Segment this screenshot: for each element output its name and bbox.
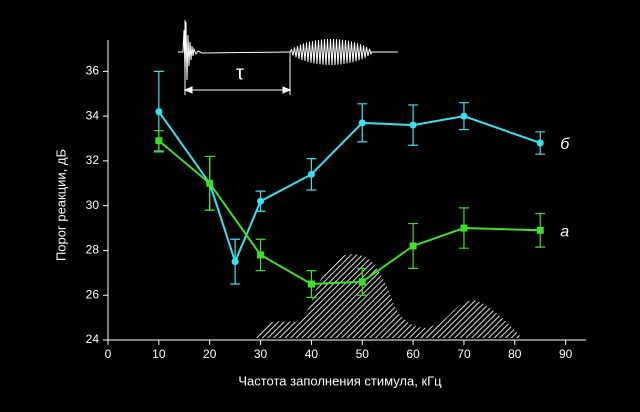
y-axis-label: Порог реакции, дБ — [53, 149, 68, 261]
point — [409, 121, 417, 129]
inset-label: τ — [236, 62, 244, 84]
point — [358, 278, 366, 286]
x-tick-label: 20 — [203, 347, 217, 361]
point — [257, 251, 265, 259]
x-tick-label: 40 — [305, 347, 319, 361]
series-label: а — [560, 224, 569, 241]
y-tick-label: 24 — [86, 332, 100, 346]
y-tick-label: 28 — [86, 243, 100, 257]
point — [358, 119, 366, 127]
stimulus-inset — [178, 20, 398, 95]
x-tick-label: 80 — [508, 347, 522, 361]
y-tick-label: 30 — [86, 198, 100, 212]
series-line — [158, 139, 541, 286]
point — [257, 197, 265, 205]
point — [206, 179, 214, 187]
point — [155, 137, 163, 145]
x-tick-label: 30 — [254, 347, 268, 361]
series-label: б — [560, 136, 570, 153]
x-axis-label: Частота заполнения стимула, кГц — [238, 373, 442, 388]
y-tick-label: 34 — [86, 108, 100, 122]
point — [536, 226, 544, 234]
x-tick-label: 50 — [356, 347, 370, 361]
point — [536, 139, 544, 147]
x-tick-label: 10 — [152, 347, 166, 361]
y-tick-label: 26 — [86, 287, 100, 301]
x-tick-label: 90 — [559, 347, 573, 361]
x-tick-label: 70 — [457, 347, 471, 361]
point — [231, 258, 239, 266]
point — [307, 170, 315, 178]
x-tick-label: 60 — [406, 347, 420, 361]
point — [409, 242, 417, 250]
point — [155, 108, 163, 116]
series-line — [158, 111, 541, 265]
point — [460, 224, 468, 232]
spectrum-area — [255, 254, 520, 338]
y-tick-label: 32 — [86, 153, 100, 167]
x-tick-label: 0 — [105, 347, 112, 361]
y-tick-label: 36 — [86, 64, 100, 78]
point — [307, 280, 315, 288]
point — [460, 112, 468, 120]
